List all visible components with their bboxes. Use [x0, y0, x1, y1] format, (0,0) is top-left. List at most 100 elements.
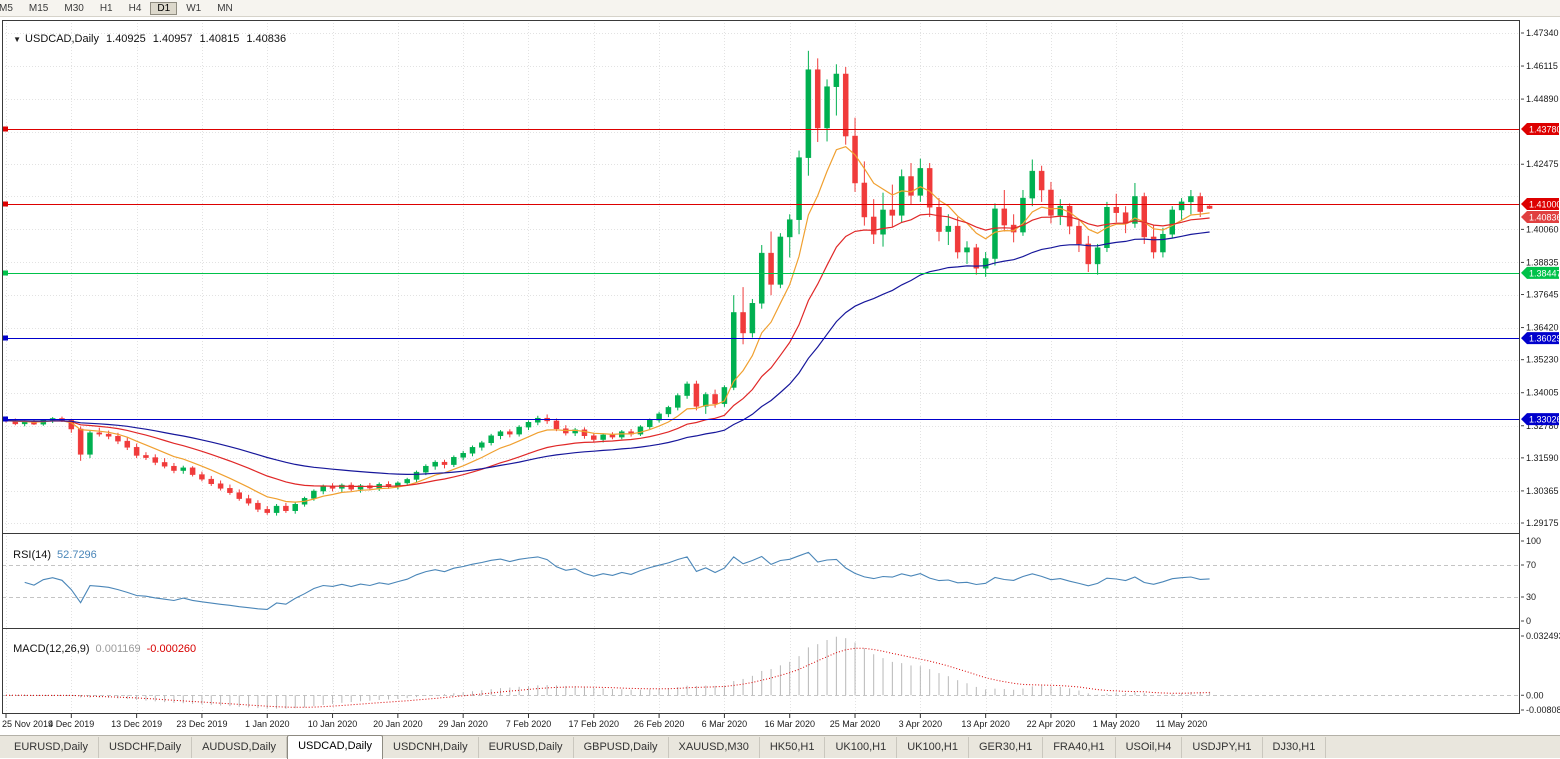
- svg-text:1.36420: 1.36420: [1526, 323, 1559, 333]
- svg-text:1.40836: 1.40836: [1529, 213, 1560, 223]
- ohlc-high: 1.40957: [152, 33, 193, 45]
- svg-text:0.00: 0.00: [1526, 690, 1544, 700]
- grid: [2, 20, 1520, 714]
- svg-text:13 Dec 2019: 13 Dec 2019: [111, 719, 162, 729]
- panel-borders: [2, 20, 1520, 714]
- hline-handle[interactable]: [3, 201, 8, 207]
- candles: [3, 50, 1213, 516]
- chart-tab-13-usoil-h4[interactable]: USOil,H4: [1116, 737, 1183, 758]
- price-scale[interactable]: 1.47340 1.46115 1.44890 1.42475 1.40060 1.388…: [1521, 28, 1559, 528]
- timeframe-button-h1[interactable]: H1: [99, 2, 113, 14]
- chart-tab-14-usdjpy-h1[interactable]: USDJPY,H1: [1182, 737, 1263, 758]
- bid-price-marker: 1.40836: [1521, 211, 1560, 224]
- svg-text:7 Feb 2020: 7 Feb 2020: [506, 719, 552, 729]
- chart-tab-7-xauusd-m30[interactable]: XAUUSD,M30: [669, 737, 760, 758]
- svg-text:1.33026: 1.33026: [1529, 415, 1560, 425]
- svg-text:1.36029: 1.36029: [1529, 334, 1560, 344]
- svg-text:1.37645: 1.37645: [1526, 290, 1559, 300]
- indicator-scales[interactable]: 100 70 30 0 0.032493 0.00 -0.00808: [1521, 536, 1560, 715]
- chart-tab-1-usdchf-daily[interactable]: USDCHF,Daily: [99, 737, 193, 758]
- ma-mid-line: [5, 213, 1210, 488]
- hline-1.33026[interactable]: [2, 416, 1520, 422]
- svg-text:1.29175: 1.29175: [1526, 518, 1559, 528]
- chart-tab-5-eurusd-daily[interactable]: EURUSD,Daily: [479, 737, 574, 758]
- svg-text:30: 30: [1526, 592, 1536, 602]
- svg-text:0.032493: 0.032493: [1526, 631, 1560, 641]
- hline-handle[interactable]: [3, 126, 8, 132]
- svg-text:1.30365: 1.30365: [1526, 486, 1559, 496]
- hline-handle[interactable]: [3, 335, 8, 341]
- svg-text:0: 0: [1526, 616, 1531, 626]
- svg-text:17 Feb 2020: 17 Feb 2020: [569, 719, 620, 729]
- svg-text:1.38835: 1.38835: [1526, 257, 1559, 267]
- ma-slow-line: [5, 231, 1210, 476]
- ohlc-low: 1.40815: [199, 33, 240, 45]
- svg-text:4 Dec 2019: 4 Dec 2019: [48, 719, 94, 729]
- timeframe-toolbar: M5 M15 M30 H1 H4 D1 W1 MN: [0, 0, 1560, 17]
- macd-header: MACD(12,26,9) 0.001169 -0.000260: [7, 631, 196, 655]
- chart-tab-6-gbpusd-daily[interactable]: GBPUSD,Daily: [574, 737, 669, 758]
- ohlc-close: 1.40836: [246, 33, 287, 45]
- timeframe-button-m30[interactable]: M30: [64, 2, 84, 14]
- svg-text:1.40060: 1.40060: [1526, 224, 1559, 234]
- macd-histogram: [14, 636, 1211, 709]
- svg-text:1.38447: 1.38447: [1529, 268, 1560, 278]
- rsi-header: RSI(14) 52.7296: [7, 537, 97, 561]
- price-marker-1.36029: 1.36029: [1521, 332, 1560, 345]
- svg-text:-0.00808: -0.00808: [1526, 705, 1560, 715]
- ma-fast-line: [5, 146, 1210, 503]
- svg-text:1.41000: 1.41000: [1529, 200, 1560, 210]
- svg-text:11 May 2020: 11 May 2020: [1156, 719, 1207, 729]
- svg-text:3 Apr 2020: 3 Apr 2020: [899, 719, 943, 729]
- symbol-dropdown-icon[interactable]: ▼: [13, 35, 22, 44]
- timeframe-button-m5[interactable]: M5: [0, 2, 13, 14]
- timeframe-button-h4[interactable]: H4: [128, 2, 142, 14]
- timeframe-button-w1[interactable]: W1: [186, 2, 202, 14]
- chart-canvas[interactable]: 1.47340 1.46115 1.44890 1.42475 1.40060 1.388…: [0, 17, 1560, 735]
- svg-text:1.32780: 1.32780: [1526, 421, 1559, 431]
- price-marker-1.33026: 1.33026: [1521, 413, 1560, 426]
- svg-text:70: 70: [1526, 560, 1536, 570]
- timeframe-button-d1[interactable]: D1: [150, 1, 178, 15]
- svg-text:100: 100: [1526, 536, 1541, 546]
- rsi-value: 52.7296: [57, 549, 97, 561]
- chart-tab-11-ger30-h1[interactable]: GER30,H1: [969, 737, 1044, 758]
- svg-text:10 Jan 2020: 10 Jan 2020: [308, 719, 358, 729]
- svg-text:1.31590: 1.31590: [1526, 453, 1559, 463]
- svg-text:1.46115: 1.46115: [1526, 61, 1558, 71]
- svg-text:6 Mar 2020: 6 Mar 2020: [702, 719, 748, 729]
- svg-text:1.34005: 1.34005: [1526, 388, 1559, 398]
- macd-signal-line: [6, 647, 1210, 708]
- chart-tab-8-hk50-h1[interactable]: HK50,H1: [760, 737, 826, 758]
- hline-1.41000[interactable]: [2, 201, 1520, 207]
- timeframe-button-m15[interactable]: M15: [28, 2, 49, 14]
- chart-ohlc-header: ▼ USDCAD,Daily 1.40925 1.40957 1.40815 1.4083…: [7, 21, 286, 45]
- chart-tab-3-usdcad-daily[interactable]: USDCAD,Daily: [287, 735, 384, 759]
- price-marker-1.38447: 1.38447: [1521, 266, 1560, 279]
- macd-signal-value: -0.000260: [146, 643, 197, 655]
- svg-text:1 Jan 2020: 1 Jan 2020: [245, 719, 290, 729]
- chart-tab-10-uk100-h1[interactable]: UK100,H1: [897, 737, 969, 758]
- svg-text:16 Mar 2020: 16 Mar 2020: [764, 719, 815, 729]
- hline-1.38447[interactable]: [2, 270, 1520, 276]
- hline-1.36029[interactable]: [2, 335, 1520, 341]
- chart-tab-12-fra40-h1[interactable]: FRA40,H1: [1043, 737, 1116, 758]
- chart-tab-0-eurusd-daily[interactable]: EURUSD,Daily: [4, 737, 99, 758]
- hline-handle[interactable]: [3, 270, 8, 276]
- hline-handle[interactable]: [3, 416, 8, 422]
- svg-text:20 Jan 2020: 20 Jan 2020: [373, 719, 423, 729]
- chart-tab-4-usdcnh-daily[interactable]: USDCNH,Daily: [383, 737, 479, 758]
- svg-text:1.35230: 1.35230: [1526, 355, 1559, 365]
- price-marker-1.43780: 1.43780: [1521, 123, 1560, 136]
- chart-tab-9-uk100-h1[interactable]: UK100,H1: [825, 737, 898, 758]
- svg-text:1.44890: 1.44890: [1526, 94, 1559, 104]
- timeframe-button-mn[interactable]: MN: [217, 2, 233, 14]
- chart-tab-2-audusd-daily[interactable]: AUDUSD,Daily: [192, 737, 288, 758]
- indicator-levels: [2, 565, 1520, 696]
- svg-text:26 Feb 2020: 26 Feb 2020: [634, 719, 685, 729]
- ohlc-open: 1.40925: [106, 33, 146, 45]
- hline-1.43780[interactable]: [2, 126, 1520, 132]
- chart-tab-15-dj30-h1[interactable]: DJ30,H1: [1263, 737, 1327, 758]
- svg-text:13 Apr 2020: 13 Apr 2020: [961, 719, 1010, 729]
